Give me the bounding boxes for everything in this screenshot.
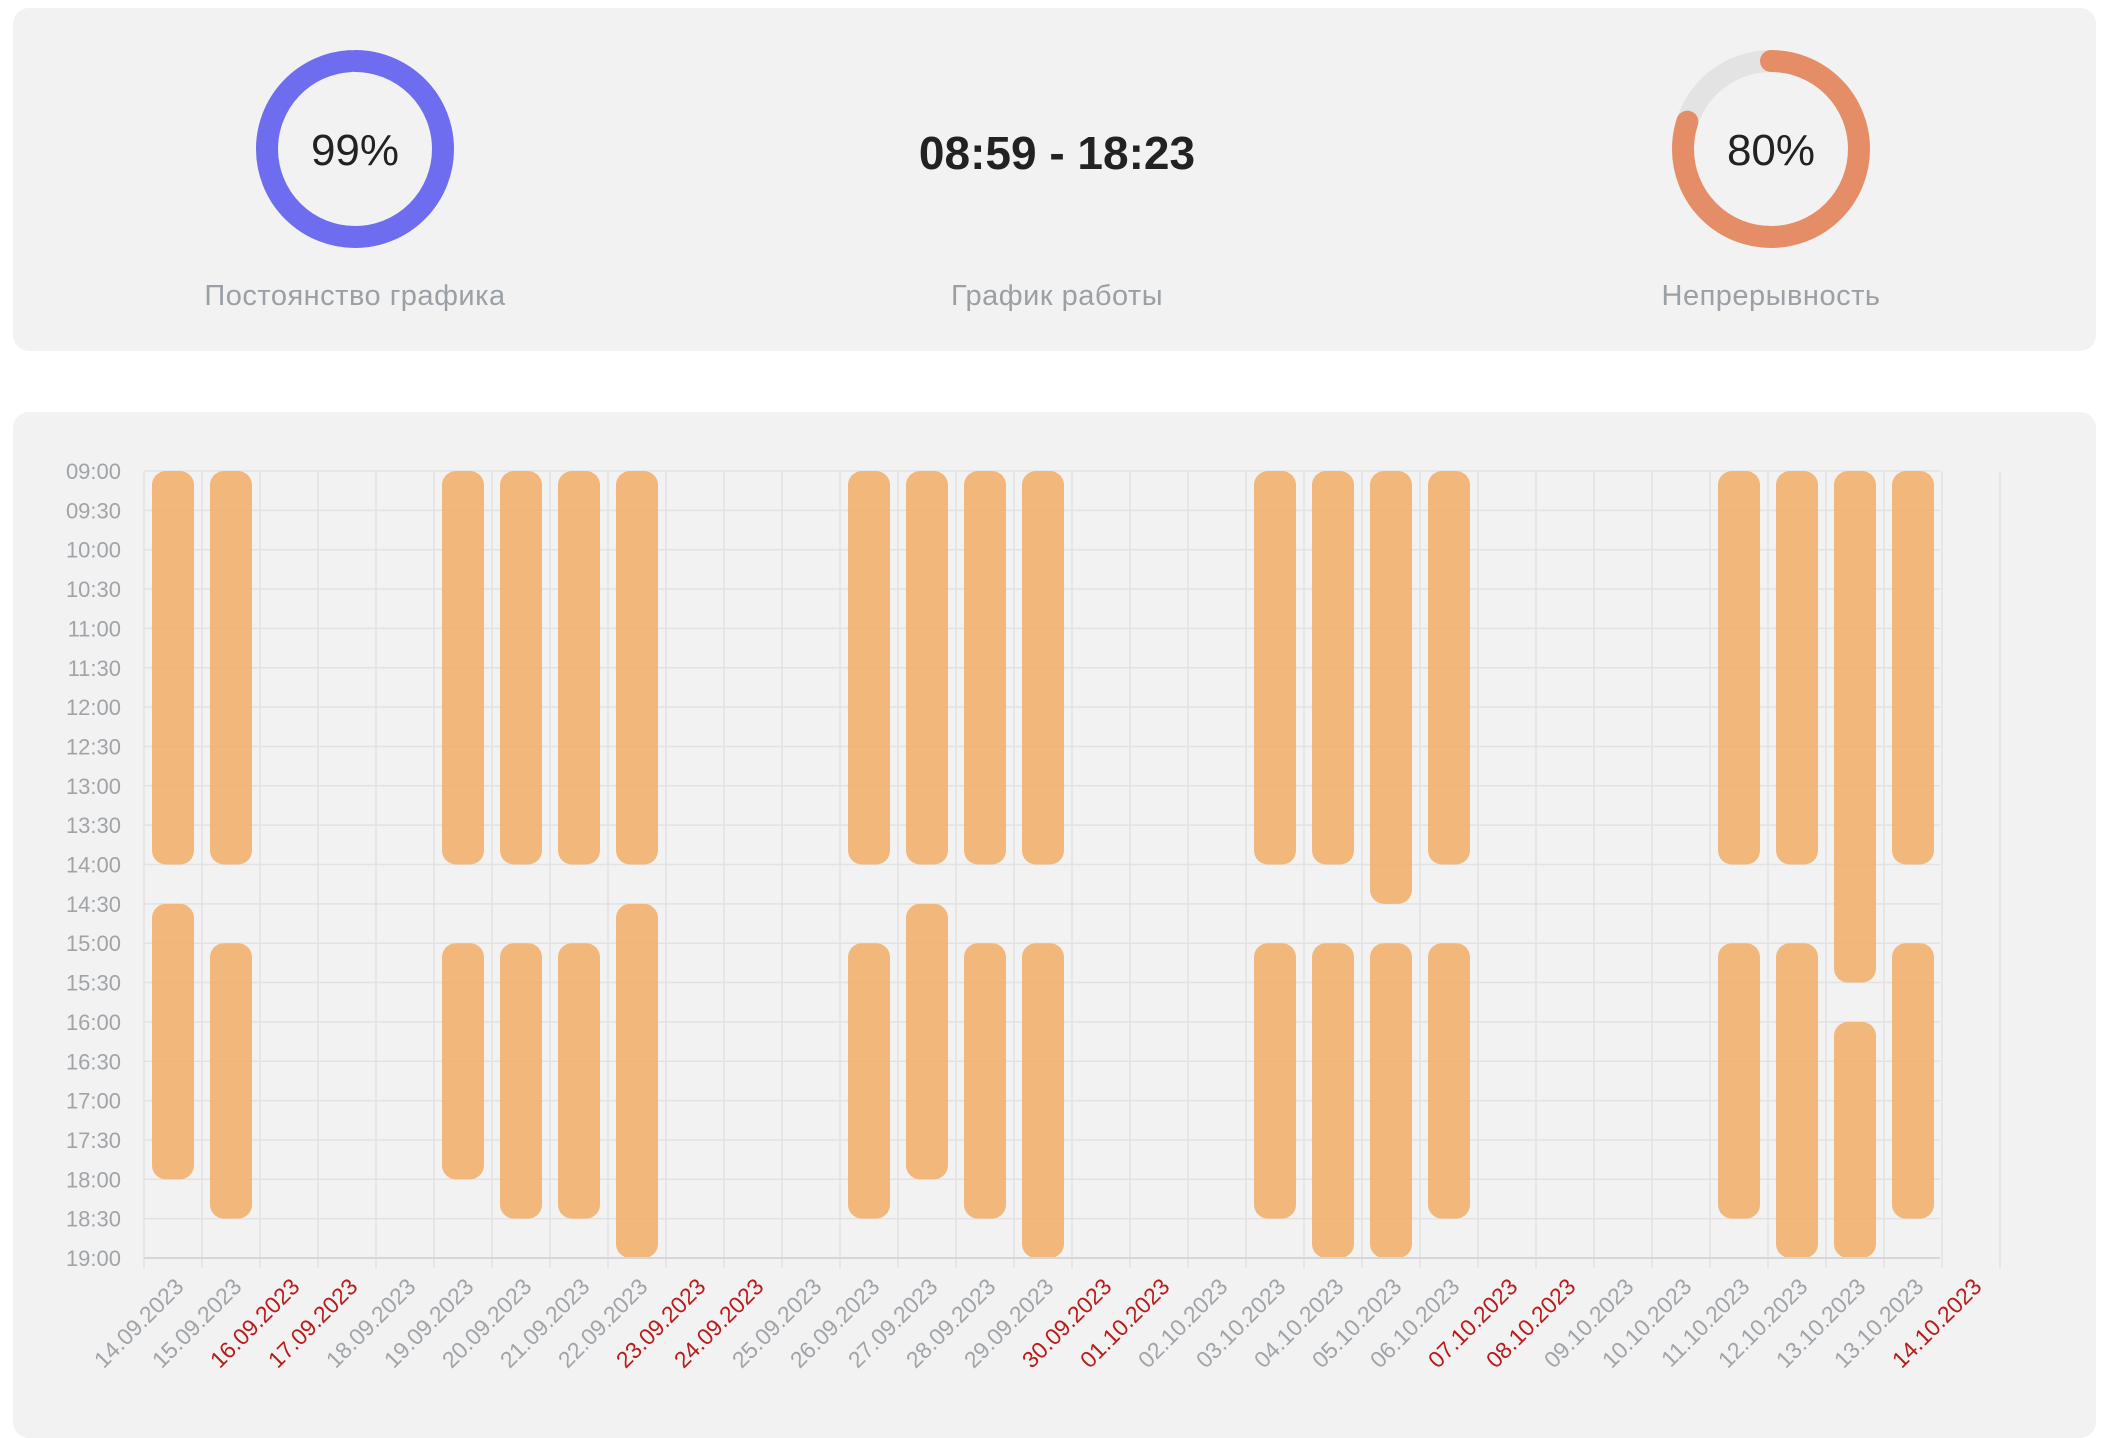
- work-interval-bar: [500, 471, 542, 865]
- consistency-donut: [256, 50, 454, 248]
- y-tick-label: 16:30: [66, 1049, 121, 1074]
- continuity-donut-fill: [1672, 50, 1870, 248]
- work-interval-bar: [558, 943, 600, 1219]
- y-tick-label: 15:30: [66, 971, 121, 996]
- y-tick-label: 10:30: [66, 577, 121, 602]
- work-interval-bar: [1892, 471, 1934, 865]
- consistency-value: 99%: [310, 126, 400, 175]
- continuity-value: 80%: [1726, 126, 1816, 175]
- work-interval-bar: [558, 471, 600, 865]
- work-interval-bar: [906, 471, 948, 865]
- y-tick-label: 14:00: [66, 853, 121, 878]
- work-interval-bar: [1776, 471, 1818, 865]
- work-interval-bar: [1834, 471, 1876, 983]
- work-interval-bar: [500, 943, 542, 1219]
- work-interval-bar: [848, 943, 890, 1219]
- y-tick-label: 15:00: [66, 931, 121, 956]
- y-tick-label: 10:00: [66, 538, 121, 563]
- y-tick-label: 17:30: [66, 1128, 121, 1153]
- work-interval-bar: [1776, 943, 1818, 1258]
- y-tick-label: 17:00: [66, 1089, 121, 1114]
- work-interval-bar: [1254, 943, 1296, 1219]
- work-interval-bar: [1834, 1021, 1876, 1258]
- schedule-chart-card: 09:00 09:30 10:00 10:30 11:00 11:30 12:00 12:30…: [13, 412, 2096, 1438]
- work-interval-bar: [1892, 943, 1934, 1219]
- work-interval-bar: [906, 903, 948, 1180]
- work-interval-bar: [1370, 471, 1412, 904]
- work-interval-bar: [1312, 943, 1354, 1258]
- y-tick-label: 13:30: [66, 813, 121, 838]
- work-interval-bar: [1718, 471, 1760, 865]
- work-interval-bar: [616, 471, 658, 865]
- consistency-kpi: 99% Постоянство графика: [125, 8, 585, 351]
- consistency-donut-fill: [256, 50, 454, 248]
- work-interval-bar: [1370, 943, 1412, 1258]
- y-tick-label: 12:30: [66, 734, 121, 759]
- work-interval-bar: [848, 471, 890, 865]
- work-interval-bar: [210, 943, 252, 1219]
- y-tick-label: 12:00: [66, 695, 121, 720]
- schedule-chart: 09:00 09:30 10:00 10:30 11:00 11:30 12:00 12:30…: [66, 459, 2001, 1373]
- summary-card: 99% Постоянство графика 08:59 - 18:23 Гр…: [13, 8, 2096, 351]
- continuity-donut: [1672, 50, 1870, 248]
- y-tick-label: 14:30: [66, 892, 121, 917]
- work-interval-bar: [210, 471, 252, 865]
- y-tick-label: 09:00: [66, 459, 121, 484]
- work-interval-bar: [152, 903, 194, 1180]
- y-tick-label: 09:30: [66, 498, 121, 523]
- y-tick-label: 11:00: [68, 616, 121, 641]
- consistency-label: Постоянство графика: [204, 280, 506, 312]
- y-tick-label: 11:30: [68, 656, 121, 681]
- continuity-label: Непрерывность: [1661, 280, 1881, 312]
- y-tick-label: 16:00: [66, 1010, 121, 1035]
- schedule-value: 08:59 - 18:23: [918, 127, 1196, 179]
- work-interval-bar: [616, 903, 658, 1258]
- work-interval-bar: [964, 471, 1006, 865]
- work-interval-bar: [1718, 943, 1760, 1219]
- y-tick-label: 18:30: [66, 1207, 121, 1232]
- work-interval-bar: [1312, 471, 1354, 865]
- y-tick-label: 19:00: [66, 1246, 121, 1271]
- work-interval-bar: [1022, 471, 1064, 865]
- work-interval-bar: [1022, 943, 1064, 1258]
- work-interval-bar: [1428, 943, 1470, 1219]
- schedule-label: График работы: [950, 280, 1164, 312]
- work-interval-bar: [1254, 471, 1296, 865]
- work-interval-bar: [442, 943, 484, 1180]
- continuity-kpi: 80% Непрерывность: [1541, 8, 2001, 351]
- work-interval-bar: [964, 943, 1006, 1219]
- y-tick-label: 13:00: [66, 774, 121, 799]
- schedule-kpi: 08:59 - 18:23 График работы: [827, 8, 1287, 351]
- work-interval-bar: [1428, 471, 1470, 865]
- work-interval-bar: [152, 471, 194, 865]
- y-tick-label: 18:00: [66, 1167, 121, 1192]
- work-interval-bar: [442, 471, 484, 865]
